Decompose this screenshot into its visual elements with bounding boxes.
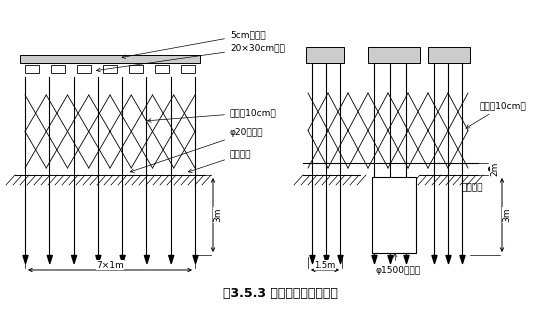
Bar — [20, 55, 200, 63]
Text: 3m: 3m — [213, 208, 222, 222]
Text: 斜拉杆10cm厚: 斜拉杆10cm厚 — [147, 108, 277, 122]
Text: 3m: 3m — [502, 208, 511, 222]
Bar — [372, 177, 416, 253]
Text: 7×1m: 7×1m — [96, 261, 124, 270]
Text: 图3.5.3 水上工作平台示意图: 图3.5.3 水上工作平台示意图 — [222, 287, 338, 300]
Text: φ1500钢护筒: φ1500钢护筒 — [375, 253, 420, 275]
Bar — [103, 65, 117, 73]
Text: 20×30cm枕木: 20×30cm枕木 — [96, 43, 285, 72]
Bar — [306, 47, 344, 63]
Bar — [51, 65, 65, 73]
Bar — [368, 47, 420, 63]
Bar — [77, 65, 91, 73]
Bar — [129, 65, 143, 73]
Text: 斜拉杆10cm厚: 斜拉杆10cm厚 — [466, 101, 527, 128]
Bar — [181, 65, 195, 73]
Bar — [155, 65, 169, 73]
Text: 规划河床: 规划河床 — [462, 183, 483, 192]
Bar — [428, 47, 470, 63]
Bar — [25, 65, 39, 73]
Text: 规划河床: 规划河床 — [188, 150, 251, 173]
Text: 5cm厚木板: 5cm厚木板 — [122, 30, 265, 58]
Text: φ20圆木桩: φ20圆木桩 — [130, 128, 264, 172]
Text: 1.5m: 1.5m — [314, 261, 335, 270]
Text: 2m: 2m — [491, 162, 500, 176]
